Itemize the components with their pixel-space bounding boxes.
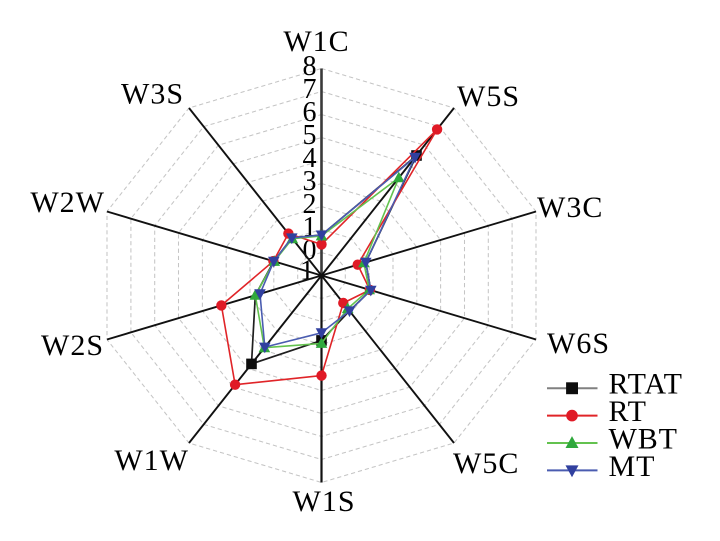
svg-text:W2S: W2S [41,329,104,362]
svg-text:W1S: W1S [293,485,356,518]
svg-text:7: 7 [303,74,317,105]
svg-text:RTAT: RTAT [609,368,683,401]
svg-text:0: 0 [303,235,317,266]
svg-text:WBT: WBT [609,422,678,455]
svg-text:W5S: W5S [457,80,520,113]
svg-text:8: 8 [303,51,317,82]
svg-text:W5C: W5C [453,447,519,480]
svg-text:4: 4 [303,143,317,174]
svg-text:5: 5 [303,120,317,151]
svg-text:W3S: W3S [121,78,184,111]
svg-text:RT: RT [609,395,647,428]
svg-text:W3C: W3C [537,191,603,224]
svg-text:3: 3 [303,166,317,197]
svg-text:2: 2 [303,189,317,220]
svg-text:W2W: W2W [30,186,105,219]
svg-text:6: 6 [303,97,317,128]
svg-text:W6S: W6S [547,327,610,360]
svg-text:W1C: W1C [283,25,349,58]
svg-text:W1W: W1W [114,444,189,477]
svg-text:MT: MT [609,450,656,483]
